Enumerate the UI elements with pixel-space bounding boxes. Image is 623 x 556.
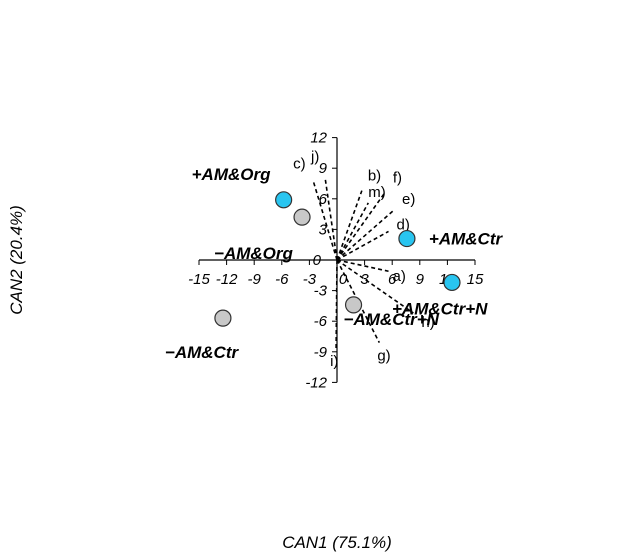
vector-label: d) (397, 216, 410, 233)
point-label: −AM&Org (214, 244, 293, 263)
loading-vector (336, 209, 395, 261)
loading-vector (336, 259, 389, 273)
x-tick-label: 9 (416, 271, 425, 288)
y-tick-label: 9 (319, 160, 328, 177)
y-tick-label: 12 (310, 130, 327, 147)
vector-label: e) (402, 191, 415, 208)
loading-vector (336, 202, 369, 261)
vector-label: i) (330, 353, 338, 370)
y-tick-label: 3 (319, 221, 328, 238)
point-label: −AM&Ctr (165, 343, 240, 362)
vector-label: c) (293, 155, 306, 172)
data-point (398, 229, 416, 248)
y-tick-label: -3 (314, 283, 328, 300)
vector-label: m) (368, 184, 386, 201)
x-tick-label: 3 (360, 271, 369, 288)
x-tick-label: -9 (248, 271, 262, 288)
points: +AM&Org −AM&Org +AM&Ctr +AM&Ctr+N−AM&Ctr+N −… (165, 165, 504, 362)
loading-vector (336, 259, 381, 343)
x-tick-label: 0 (339, 271, 348, 288)
x-tick-label: 6 (388, 271, 397, 288)
point-label: +AM&Org (192, 165, 271, 184)
loading-vector (335, 259, 338, 350)
loading-vector (324, 177, 338, 261)
vector-label: g) (377, 348, 390, 365)
data-point (443, 273, 461, 292)
y-tick-label: -9 (314, 344, 328, 361)
vector-label: j) (310, 148, 319, 165)
y-tick-label: -12 (305, 374, 327, 391)
data-point (214, 309, 232, 327)
loading-vector (336, 259, 414, 314)
x-tick-label: 15 (467, 271, 484, 288)
data-point (275, 191, 293, 209)
loading-vector (336, 230, 389, 261)
x-tick-label: -3 (303, 271, 317, 288)
loading-vector (336, 192, 386, 261)
loading-vector (336, 190, 363, 261)
data-point (293, 208, 311, 226)
y-tick-label: 0 (313, 252, 322, 269)
point-label: −AM&Ctr+N (344, 310, 440, 329)
point-label: +AM&Ctr+N (392, 299, 488, 318)
y-tick-label: 6 (319, 191, 328, 208)
vector-label: b) (368, 168, 381, 185)
data-point (344, 296, 363, 314)
vectors: a) b) c) d) e)f) g) h) i) j) m) (293, 148, 435, 369)
y-tick-label: -6 (314, 313, 328, 330)
vector-label: a) (393, 268, 406, 285)
vector-label: h) (421, 314, 434, 331)
x-axis-title: CAN1 (75.1%) (282, 533, 392, 552)
x-tick-label: -15 (188, 271, 210, 288)
y-axis-title: CAN2 (20.4%) (7, 205, 26, 315)
x-tick-label: -6 (275, 271, 289, 288)
point-label: +AM&Ctr (429, 230, 504, 249)
vector-label: f) (393, 170, 402, 187)
x-tick-label: -12 (216, 271, 238, 288)
